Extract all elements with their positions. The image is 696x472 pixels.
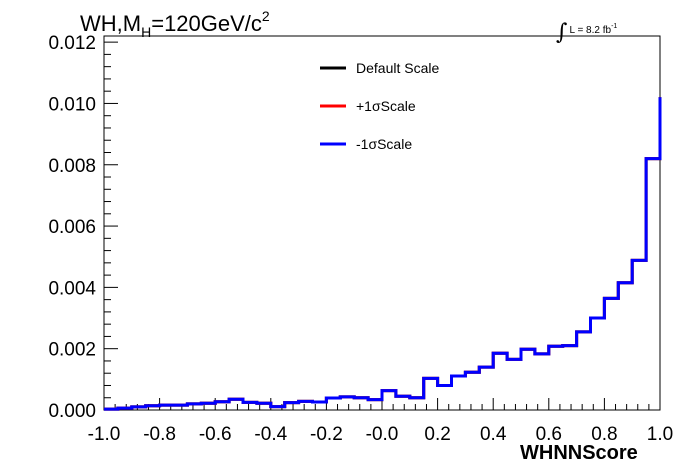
y-tick-label: 0.008 <box>48 156 96 177</box>
integral-sign: ∫ <box>556 20 568 45</box>
legend-label: -1σScale <box>356 136 412 152</box>
x-tick-label: 0.6 <box>536 424 562 445</box>
chart-title: WH,MH=120GeV/c2 <box>80 8 270 40</box>
x-tick-label: 0.4 <box>480 424 507 445</box>
legend-label: Default Scale <box>356 60 439 76</box>
y-tick-label: 0.010 <box>48 94 96 115</box>
x-tick-label: 0.8 <box>591 424 617 445</box>
x-tick-label: 0.2 <box>424 424 450 445</box>
y-tick-label: 0.000 <box>48 401 96 422</box>
y-tick-label: 0.012 <box>48 33 96 54</box>
x-tick-label: -1.0 <box>88 424 121 445</box>
title-superscript: 2 <box>261 8 270 24</box>
x-tick-label: -0.2 <box>310 424 343 445</box>
y-tick-label: 0.006 <box>48 217 96 238</box>
title-main: WH,M <box>80 11 142 36</box>
lumi-superscript: -1 <box>611 23 618 30</box>
legend-label: +1σScale <box>356 98 416 114</box>
x-tick-label: 1.0 <box>647 424 673 445</box>
y-tick-label: 0.002 <box>48 340 96 361</box>
histogram-series-2 <box>104 97 662 411</box>
luminosity-label: ∫ L = 8.2 fb-1 <box>556 14 618 45</box>
x-tick-label: -0.8 <box>143 424 176 445</box>
x-tick-label: -0.0 <box>366 424 399 445</box>
plot-frame <box>103 35 661 411</box>
y-tick-label: 0.004 <box>48 278 96 299</box>
x-tick-label: -0.4 <box>254 424 287 445</box>
title-rest: =120GeV/c <box>151 11 262 36</box>
x-axis-label: WHNNScore <box>520 442 638 464</box>
lumi-text: L = 8.2 fb <box>569 25 612 36</box>
title-subscript: H <box>141 24 152 40</box>
x-tick-label: -0.6 <box>199 424 232 445</box>
